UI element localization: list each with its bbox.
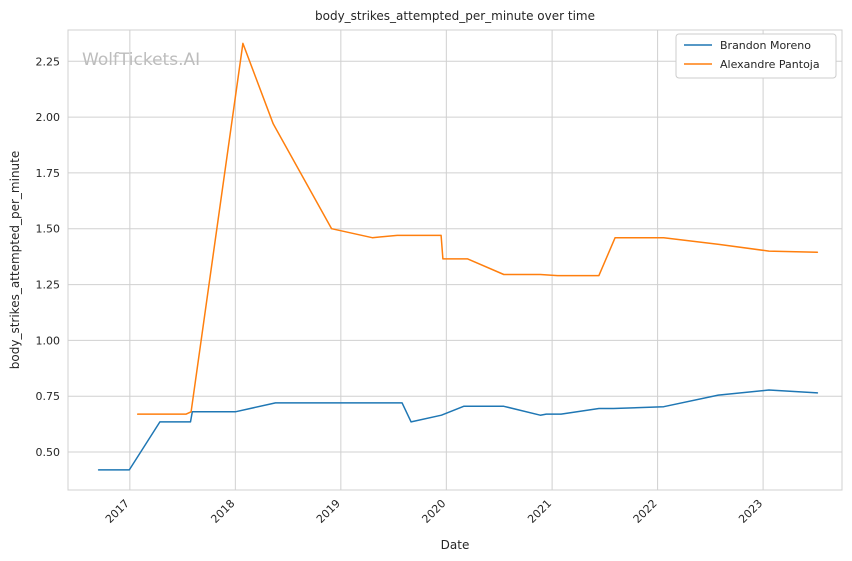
- y-tick-label: 1.25: [36, 279, 61, 292]
- y-tick-label: 2.00: [36, 111, 61, 124]
- legend-box: [675, 33, 837, 79]
- y-tick-label: 0.75: [36, 390, 61, 403]
- series-line-alexandre-pantoja: [136, 42, 819, 415]
- y-tick-label: 1.50: [36, 223, 61, 236]
- plot-background: [68, 30, 842, 490]
- y-axis-title: body_strikes_attempted_per_minute: [8, 151, 22, 369]
- legend-label-brandon-moreno: Brandon Moreno: [720, 39, 811, 52]
- watermark: WolfTickets.AI: [82, 50, 200, 70]
- x-axis-title: Date: [441, 538, 470, 552]
- series-line-brandon-moreno: [97, 389, 819, 471]
- y-tick-label: 2.25: [36, 55, 61, 68]
- chart-title: body_strikes_attempted_per_minute over t…: [315, 9, 595, 23]
- legend: Brandon Moreno Alexandre Pantoja: [675, 33, 837, 79]
- y-tick-label: 1.75: [36, 167, 61, 180]
- legend-label-alexandre-pantoja: Alexandre Pantoja: [720, 58, 820, 71]
- y-tick-label: 1.00: [36, 334, 61, 347]
- series-lines: [97, 42, 819, 471]
- grid: [68, 30, 842, 490]
- plot-border: [67, 29, 843, 491]
- y-tick-label: 0.50: [36, 446, 61, 459]
